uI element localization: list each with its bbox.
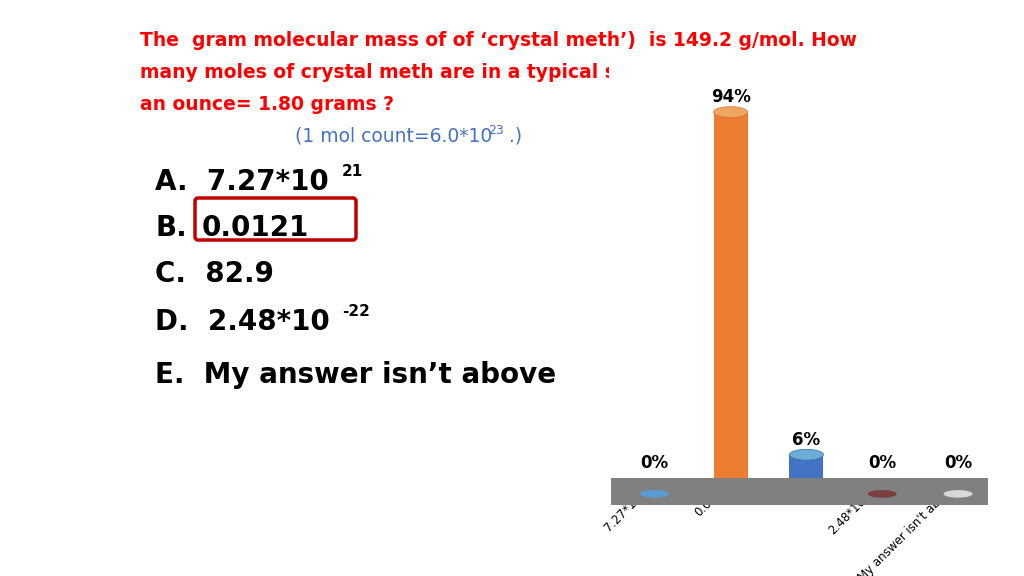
Text: 94%: 94% (711, 88, 751, 106)
Text: 6%: 6% (793, 431, 820, 449)
Ellipse shape (790, 449, 823, 460)
Text: A.  7.27*10: A. 7.27*10 (155, 168, 329, 196)
Ellipse shape (867, 490, 897, 498)
Text: .): .) (503, 127, 522, 146)
Bar (714, 112, 748, 478)
Text: D.  2.48*10: D. 2.48*10 (155, 308, 330, 336)
Text: The  gram molecular mass of of ‘crystal meth’)  is 149.2 g/mol. How: The gram molecular mass of of ‘crystal m… (140, 31, 857, 50)
Text: (1 mol count=6.0*10: (1 mol count=6.0*10 (295, 127, 493, 146)
Text: 23: 23 (488, 124, 504, 137)
Text: an ounce= 1.80 grams ?: an ounce= 1.80 grams ? (140, 95, 394, 114)
Text: -22: -22 (342, 304, 370, 319)
Bar (610, 478, 988, 505)
Ellipse shape (943, 490, 973, 498)
Bar (790, 454, 823, 478)
Text: E.  My answer isn’t above: E. My answer isn’t above (155, 361, 556, 389)
Text: 0%: 0% (944, 454, 972, 472)
Text: many moles of crystal meth are in a typical street `teenth’ = 1/16 of: many moles of crystal meth are in a typi… (140, 63, 863, 82)
Text: B.: B. (155, 214, 186, 242)
Text: 0%: 0% (641, 454, 669, 472)
Text: 21: 21 (342, 164, 364, 179)
Text: C.  82.9: C. 82.9 (155, 260, 273, 288)
Text: 0.0121: 0.0121 (202, 214, 309, 242)
FancyBboxPatch shape (195, 198, 356, 240)
Ellipse shape (640, 490, 670, 498)
Ellipse shape (714, 107, 748, 118)
Text: 0%: 0% (868, 454, 896, 472)
